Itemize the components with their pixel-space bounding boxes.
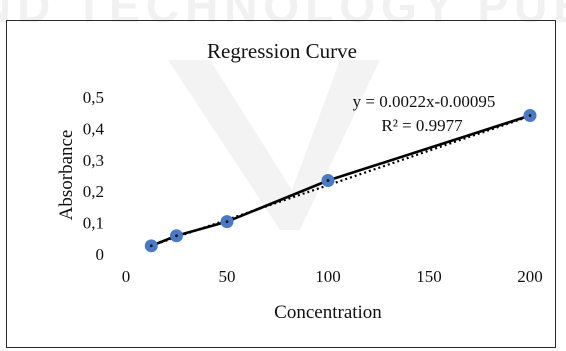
data-point-center (175, 234, 178, 238)
data-point-center (326, 179, 330, 182)
x-axis-ticks: 0 50 100 150 200 (122, 267, 543, 286)
x-tick-label: 0 (122, 267, 131, 286)
trendline-r-squared: R² = 0.9977 (381, 116, 463, 135)
trendline-equation: y = 0.0022x-0.00095 (353, 92, 496, 111)
y-tick-label: 0,2 (83, 182, 104, 201)
chart-title: Regression Curve (207, 39, 357, 63)
y-tick-label: 0,4 (83, 119, 105, 138)
y-tick-label: 0,3 (83, 151, 104, 170)
x-tick-label: 100 (315, 267, 341, 286)
x-tick-label: 200 (517, 267, 543, 286)
linear-trendline (150, 115, 531, 247)
y-axis-ticks: 0 0,1 0,2 0,3 0,4 0,5 (83, 88, 105, 264)
watermark-text: SCIENCE AND TECHNOLOGY PUBLICATIONS (0, 0, 566, 32)
x-tick-label: 50 (219, 267, 236, 286)
watermark-chevron (168, 60, 380, 230)
y-tick-label: 0,5 (83, 88, 104, 107)
data-point-center (528, 114, 532, 117)
y-tick-label: 0,1 (83, 214, 104, 233)
y-tick-label: 0 (96, 245, 105, 264)
x-tick-label: 150 (416, 267, 442, 286)
chart-frame (6, 20, 556, 348)
data-point-center (225, 220, 229, 224)
plot-lines (150, 114, 531, 248)
y-axis-label: Absorbance (56, 130, 77, 221)
data-point-center (149, 244, 153, 248)
data-points (144, 109, 537, 253)
x-axis-label: Concentration (274, 302, 382, 323)
